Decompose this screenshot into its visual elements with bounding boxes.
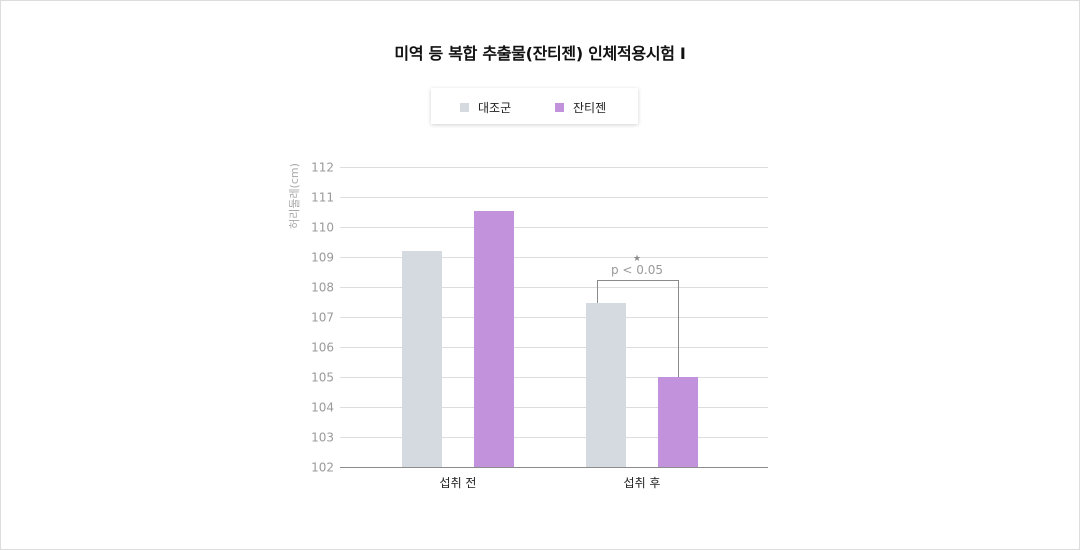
legend-label-jantizen: 잔티젠 bbox=[573, 101, 607, 115]
y-tick-103: 103 bbox=[311, 431, 334, 445]
bar-before-control bbox=[402, 251, 442, 467]
y-tick-labels: 112 111 110 109 108 107 106 105 104 103 … bbox=[311, 161, 334, 475]
y-tick-110: 110 bbox=[311, 221, 334, 235]
legend-item-control[interactable]: 대조군 bbox=[460, 99, 511, 116]
x-tick-labels: 섭취 전 섭취 후 bbox=[440, 476, 661, 490]
bar-before-jantizen bbox=[474, 211, 514, 467]
significance-star-icon: ★ bbox=[633, 254, 641, 264]
y-tick-107: 107 bbox=[311, 311, 334, 325]
chart-title: 미역 등 복합 추출물(잔티젠) 인체적용시험 I bbox=[394, 44, 686, 63]
bar-after-control bbox=[586, 303, 626, 467]
bars bbox=[402, 211, 698, 467]
y-tick-109: 109 bbox=[311, 251, 334, 265]
significance-bracket bbox=[597, 280, 679, 377]
x-label-before: 섭취 전 bbox=[440, 476, 477, 490]
y-tick-108: 108 bbox=[311, 281, 334, 295]
p-value-label: p < 0.05 bbox=[611, 263, 663, 277]
legend-swatch-jantizen-icon bbox=[555, 103, 564, 112]
legend-item-jantizen[interactable]: 잔티젠 bbox=[555, 99, 606, 116]
y-tick-106: 106 bbox=[311, 341, 334, 355]
legend-swatch-control-icon bbox=[460, 103, 469, 112]
x-label-after: 섭취 후 bbox=[624, 476, 661, 490]
legend-label-control: 대조군 bbox=[478, 101, 512, 115]
legend: 대조군 잔티젠 bbox=[431, 88, 638, 124]
bar-after-jantizen bbox=[658, 377, 698, 467]
y-tick-104: 104 bbox=[311, 401, 334, 415]
y-tick-112: 112 bbox=[311, 161, 334, 175]
y-tick-105: 105 bbox=[311, 371, 334, 385]
y-tick-102: 102 bbox=[311, 461, 334, 475]
y-tick-111: 111 bbox=[311, 191, 334, 205]
